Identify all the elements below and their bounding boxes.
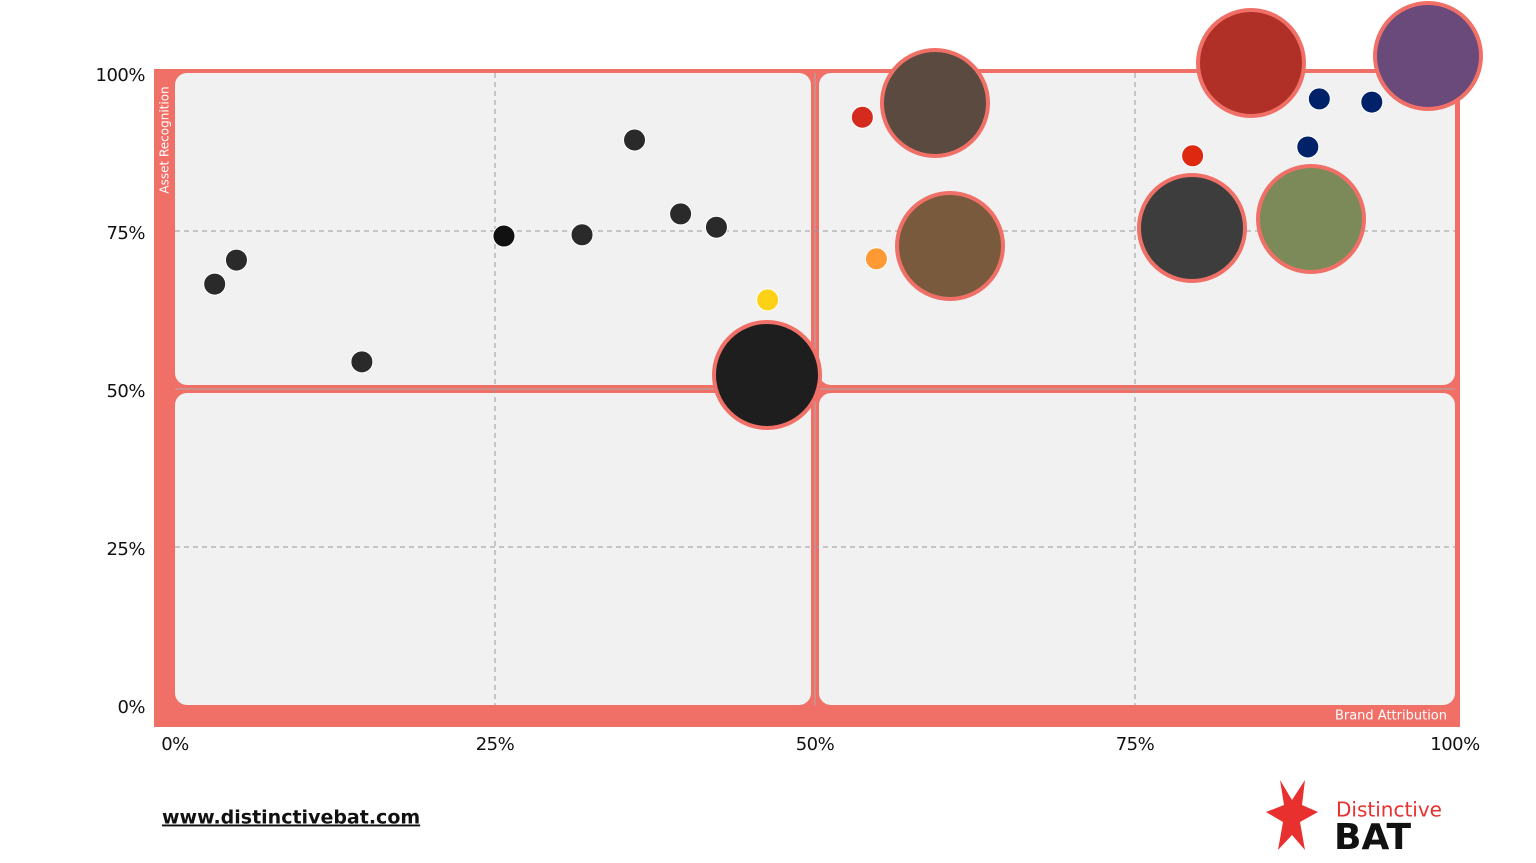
quadrant [175,393,811,705]
points [203,87,1384,374]
photo [1256,164,1366,274]
y-tick-label: 0% [117,697,145,718]
x-tick-label: 50% [796,734,835,755]
point [864,247,888,271]
y-axis-label: Asset Recognition [158,86,172,193]
photos [712,1,1483,430]
photo [712,320,822,430]
photo [1373,1,1483,111]
point [1307,87,1331,111]
logo-bat [1266,780,1318,850]
photo [880,48,990,158]
photo [1196,8,1306,118]
y-tick-label: 50% [106,381,145,402]
point [669,202,693,226]
x-tick-label: 25% [476,734,515,755]
x-tick-label: 0% [161,734,189,755]
x-axis-label: Brand Attribution [1335,709,1447,724]
quadrant [819,73,1455,385]
logo: Distinctive BAT [1266,780,1442,858]
panels [175,73,1455,705]
point [570,223,594,247]
point [1360,90,1384,114]
x-tick-label: 100% [1430,734,1480,755]
photo [895,191,1005,301]
point [203,272,227,296]
point [850,105,874,129]
quadrant [819,393,1455,705]
logo-line2: BAT [1334,817,1412,858]
point [224,248,248,272]
point [704,215,728,239]
footer-url[interactable]: www.distinctivebat.com [162,807,420,829]
y-tick-label: 100% [96,65,146,86]
point [1296,135,1320,159]
point [623,128,647,152]
photo [1137,173,1247,283]
logo-line1: Distinctive [1336,798,1442,822]
quadrant [175,73,811,385]
y-tick-label: 25% [106,539,145,560]
x-tick-label: 75% [1116,734,1155,755]
y-tick-label: 75% [106,223,145,244]
point [1181,144,1205,168]
point [756,288,780,312]
point [350,350,374,374]
ticks: 0% 25% 50% 75% 100% 0% 25% 50% 75% 100% [96,65,1481,755]
point [492,224,516,248]
